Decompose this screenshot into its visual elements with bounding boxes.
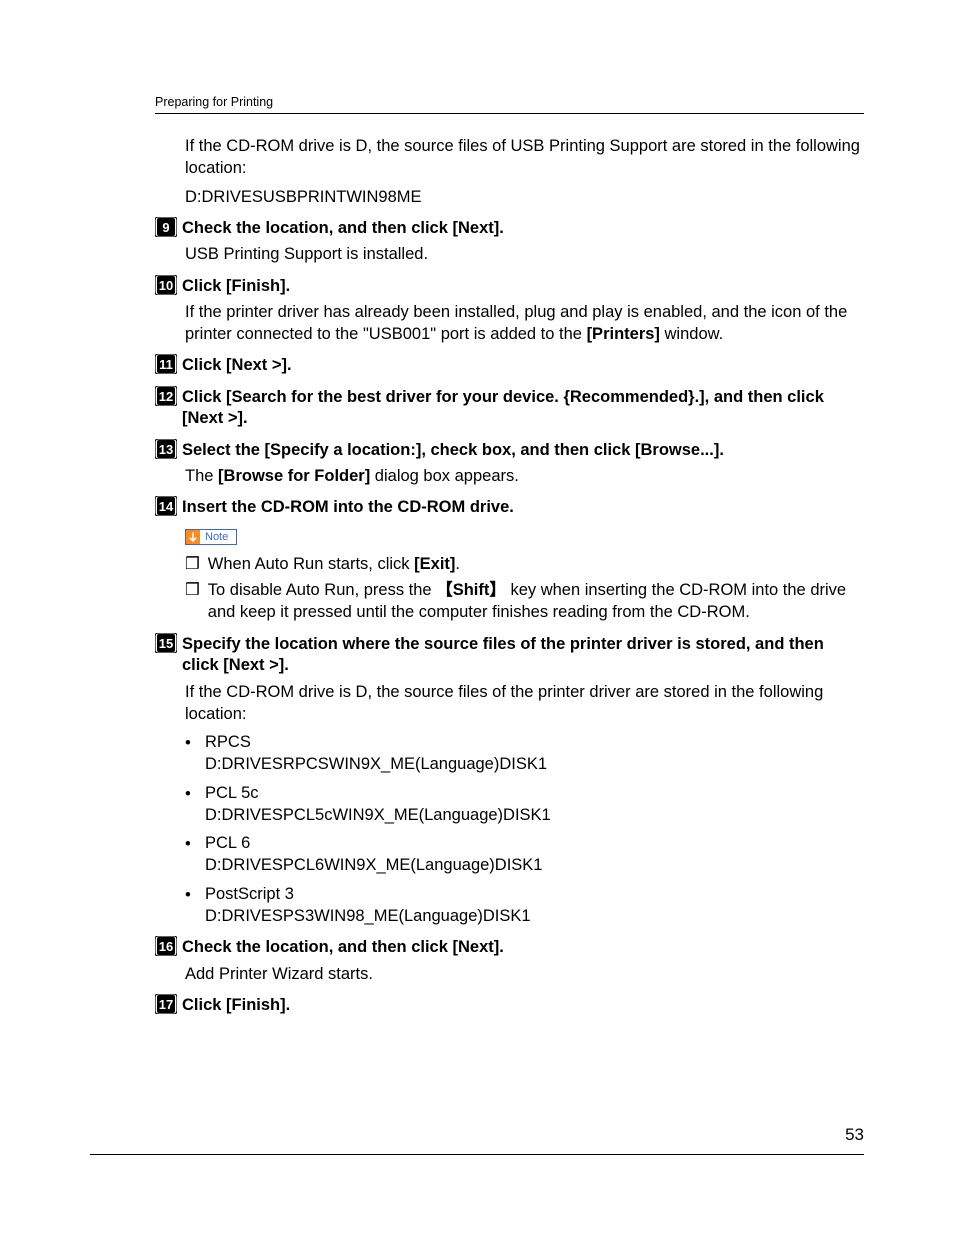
step-body: Add Printer Wizard starts.: [185, 963, 864, 985]
step: 9 Check the location, and then click [Ne…: [155, 218, 864, 266]
step-heading: 16 Check the location, and then click [N…: [155, 937, 864, 958]
step-number-icon: 16: [155, 936, 177, 956]
step-title: Check the location, and then click [Next…: [182, 937, 864, 958]
header-title: Preparing for Printing: [155, 95, 273, 109]
step-title: Insert the CD-ROM into the CD-ROM drive.: [182, 497, 864, 518]
down-arrow-icon: [186, 530, 200, 544]
bullet-text: PostScript 3D:DRIVESPS3WIN98_ME(Language…: [205, 883, 531, 928]
bullet-text: PCL 5cD:DRIVESPCL5cWIN9X_ME(Language)DIS…: [205, 782, 551, 827]
step-number-icon: 15: [155, 633, 177, 653]
svg-text:14: 14: [159, 499, 174, 514]
bullet-icon: •: [185, 731, 195, 754]
step-number-icon: 14: [155, 496, 177, 516]
step: 17 Click [Finish].: [155, 995, 864, 1016]
bullet-icon: •: [185, 883, 195, 906]
step-number-icon: 9: [155, 217, 177, 237]
step-heading: 11 Click [Next >].: [155, 355, 864, 376]
bullet-text: PCL 6D:DRIVESPCL6WIN9X_ME(Language)DISK1: [205, 832, 542, 877]
svg-text:10: 10: [159, 278, 173, 293]
step-title: Specify the location where the source fi…: [182, 634, 864, 677]
bullet-list: • RPCSD:DRIVESRPCSWIN9X_ME(Language)DISK1…: [185, 731, 864, 927]
step-heading: 15 Specify the location where the source…: [155, 634, 864, 677]
step: 11 Click [Next >].: [155, 355, 864, 376]
step: 12 Click [Search for the best driver for…: [155, 387, 864, 430]
bullet-item: • PCL 5cD:DRIVESPCL5cWIN9X_ME(Language)DI…: [185, 782, 864, 827]
step-number-icon: 17: [155, 994, 177, 1014]
bullet-icon: •: [185, 832, 195, 855]
svg-text:11: 11: [159, 357, 173, 372]
page: Preparing for Printing If the CD-ROM dri…: [0, 0, 954, 1235]
step-body: If the printer driver has already been i…: [185, 301, 864, 346]
page-number: 53: [845, 1125, 864, 1145]
step-number-icon: 10: [155, 275, 177, 295]
intro-text-2: D:DRIVESUSBPRINTWIN98ME: [185, 186, 864, 208]
bullet-text: RPCSD:DRIVESRPCSWIN9X_ME(Language)DISK1: [205, 731, 547, 776]
note-item-text: To disable Auto Run, press the 【Shift】 k…: [208, 579, 864, 624]
svg-text:12: 12: [159, 389, 173, 404]
step-body: If the CD-ROM drive is D, the source fil…: [185, 681, 864, 726]
bullet-item: • PCL 6D:DRIVESPCL6WIN9X_ME(Language)DISK…: [185, 832, 864, 877]
list-marker-icon: ❒: [185, 579, 200, 601]
svg-text:13: 13: [159, 442, 173, 457]
step-title: Click [Finish].: [182, 995, 864, 1016]
step: 10 Click [Finish]. If the printer driver …: [155, 276, 864, 346]
step-title: Click [Finish].: [182, 276, 864, 297]
step-title: Select the [Specify a location:], check …: [182, 440, 864, 461]
note-list: ❒ When Auto Run starts, click [Exit]. ❒ To …: [185, 553, 864, 624]
step-title: Click [Search for the best driver for yo…: [182, 387, 864, 430]
step-heading: 13 Select the [Specify a location:], che…: [155, 440, 864, 461]
bullet-item: • RPCSD:DRIVESRPCSWIN9X_ME(Language)DISK1: [185, 731, 864, 776]
step: 13 Select the [Specify a location:], che…: [155, 440, 864, 488]
svg-text:17: 17: [159, 997, 173, 1012]
step-number-icon: 13: [155, 439, 177, 459]
note-item: ❒ When Auto Run starts, click [Exit].: [185, 553, 864, 575]
step-body: The [Browse for Folder] dialog box appea…: [185, 465, 864, 487]
footer-rule: [90, 1154, 864, 1155]
note-item-text: When Auto Run starts, click [Exit].: [208, 553, 864, 575]
svg-text:9: 9: [162, 220, 169, 235]
step: 15 Specify the location where the source…: [155, 634, 864, 928]
note-item: ❒ To disable Auto Run, press the 【Shift】 …: [185, 579, 864, 624]
step-number-icon: 12: [155, 386, 177, 406]
note-block: Note: [185, 529, 864, 547]
step-heading: 10 Click [Finish].: [155, 276, 864, 297]
bullet-item: • PostScript 3D:DRIVESPS3WIN98_ME(Languag…: [185, 883, 864, 928]
list-marker-icon: ❒: [185, 553, 200, 575]
step: 14 Insert the CD-ROM into the CD-ROM dri…: [155, 497, 864, 623]
intro-text-1: If the CD-ROM drive is D, the source fil…: [185, 135, 864, 180]
note-label: Note: [200, 531, 236, 543]
running-header: Preparing for Printing: [155, 95, 864, 114]
step-body: USB Printing Support is installed.: [185, 243, 864, 265]
svg-text:15: 15: [159, 636, 173, 651]
step-heading: 17 Click [Finish].: [155, 995, 864, 1016]
bullet-icon: •: [185, 782, 195, 805]
step: 16 Check the location, and then click [N…: [155, 937, 864, 985]
step-heading: 9 Check the location, and then click [Ne…: [155, 218, 864, 239]
step-number-icon: 11: [155, 354, 177, 374]
content: If the CD-ROM drive is D, the source fil…: [155, 135, 864, 1016]
step-title: Check the location, and then click [Next…: [182, 218, 864, 239]
step-title: Click [Next >].: [182, 355, 864, 376]
svg-text:16: 16: [159, 939, 173, 954]
note-badge: Note: [185, 529, 237, 545]
step-heading: 12 Click [Search for the best driver for…: [155, 387, 864, 430]
step-heading: 14 Insert the CD-ROM into the CD-ROM dri…: [155, 497, 864, 518]
